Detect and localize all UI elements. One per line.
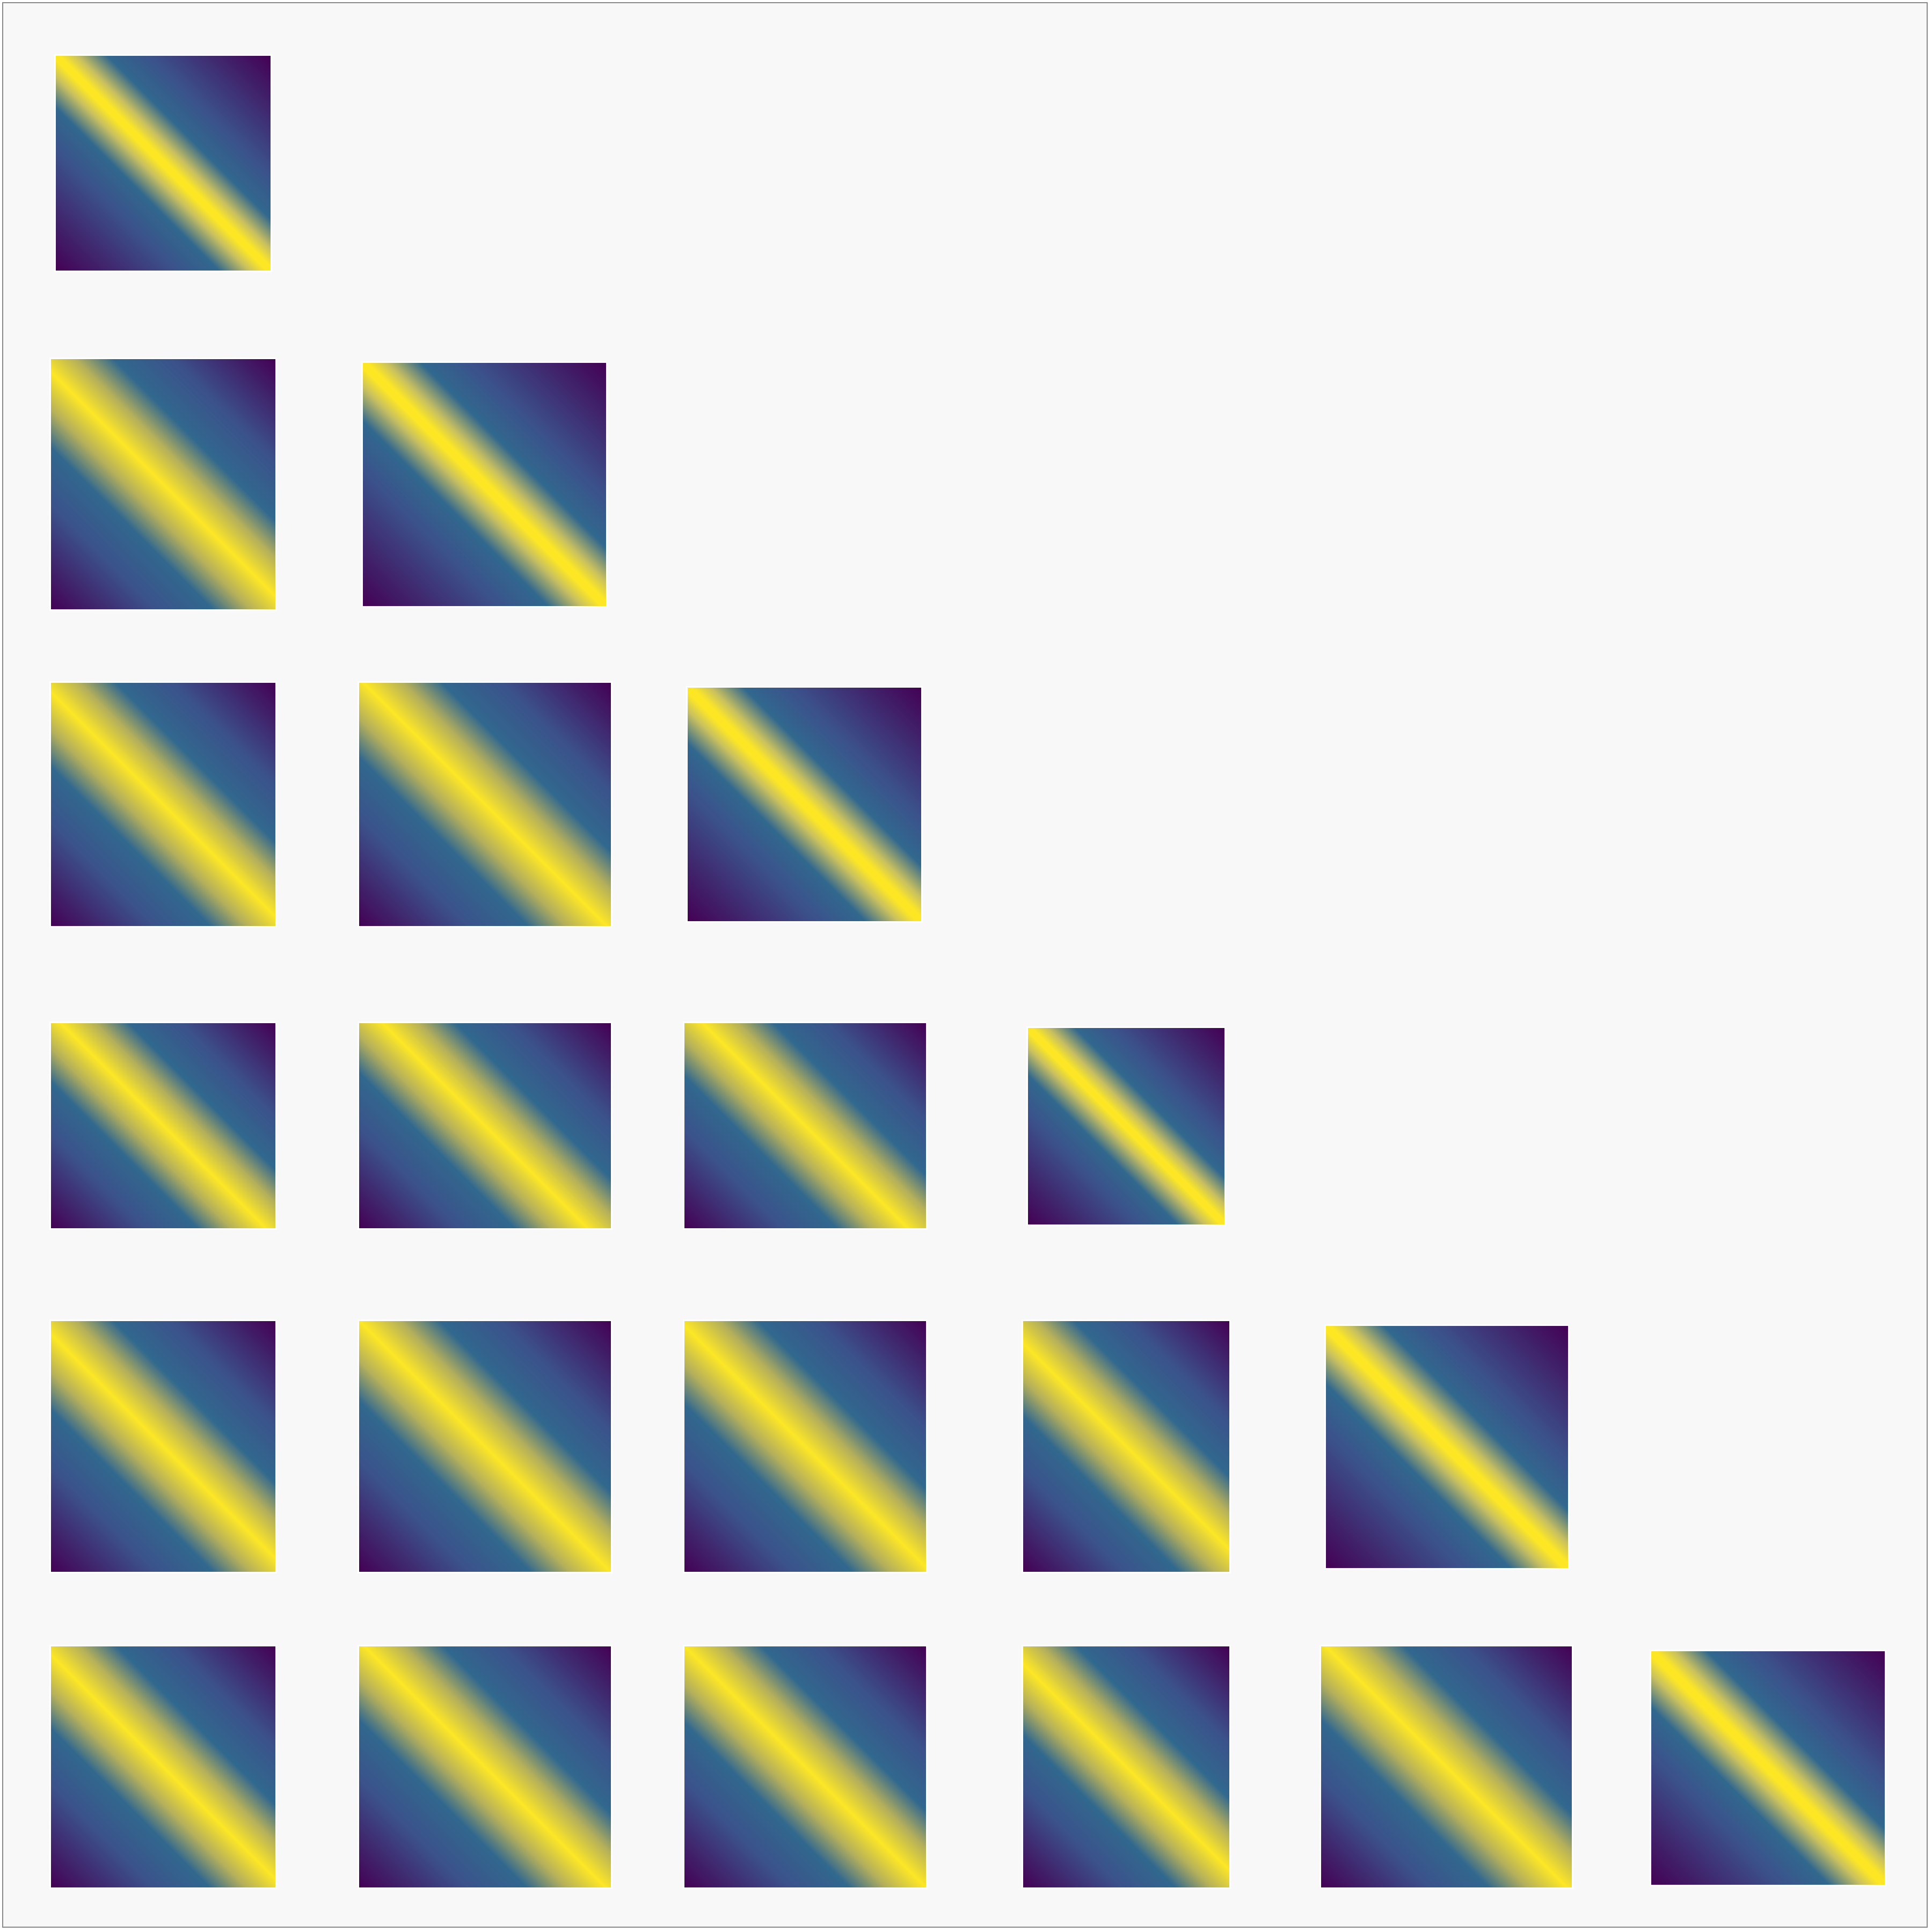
- heatmap-panel: [361, 361, 608, 608]
- heatmap-panel: [49, 681, 278, 928]
- heatmap-panel: [682, 1319, 928, 1574]
- heatmap-panel: [357, 1319, 613, 1574]
- heatmap-panel: [357, 681, 613, 928]
- heatmap-panel: [686, 686, 923, 923]
- heatmap-panel: [1021, 1319, 1231, 1574]
- heatmap-panel: [1319, 1645, 1574, 1889]
- heatmap-panel: [54, 54, 273, 273]
- heatmap-panel: [49, 1021, 278, 1230]
- heatmap-panel: [682, 1645, 928, 1889]
- heatmap-panel: [357, 1021, 613, 1230]
- heatmap-panel: [1324, 1324, 1570, 1570]
- heatmap-panel: [49, 1645, 278, 1889]
- heatmap-panel: [1650, 1650, 1887, 1887]
- heatmap-panel: [1026, 1026, 1226, 1226]
- heatmap-panel: [49, 357, 278, 611]
- heatmap-panel: [357, 1645, 613, 1889]
- heatmap-panel: [1021, 1645, 1231, 1889]
- heatmap-panel: [49, 1319, 278, 1574]
- heatmap-panel: [682, 1021, 928, 1230]
